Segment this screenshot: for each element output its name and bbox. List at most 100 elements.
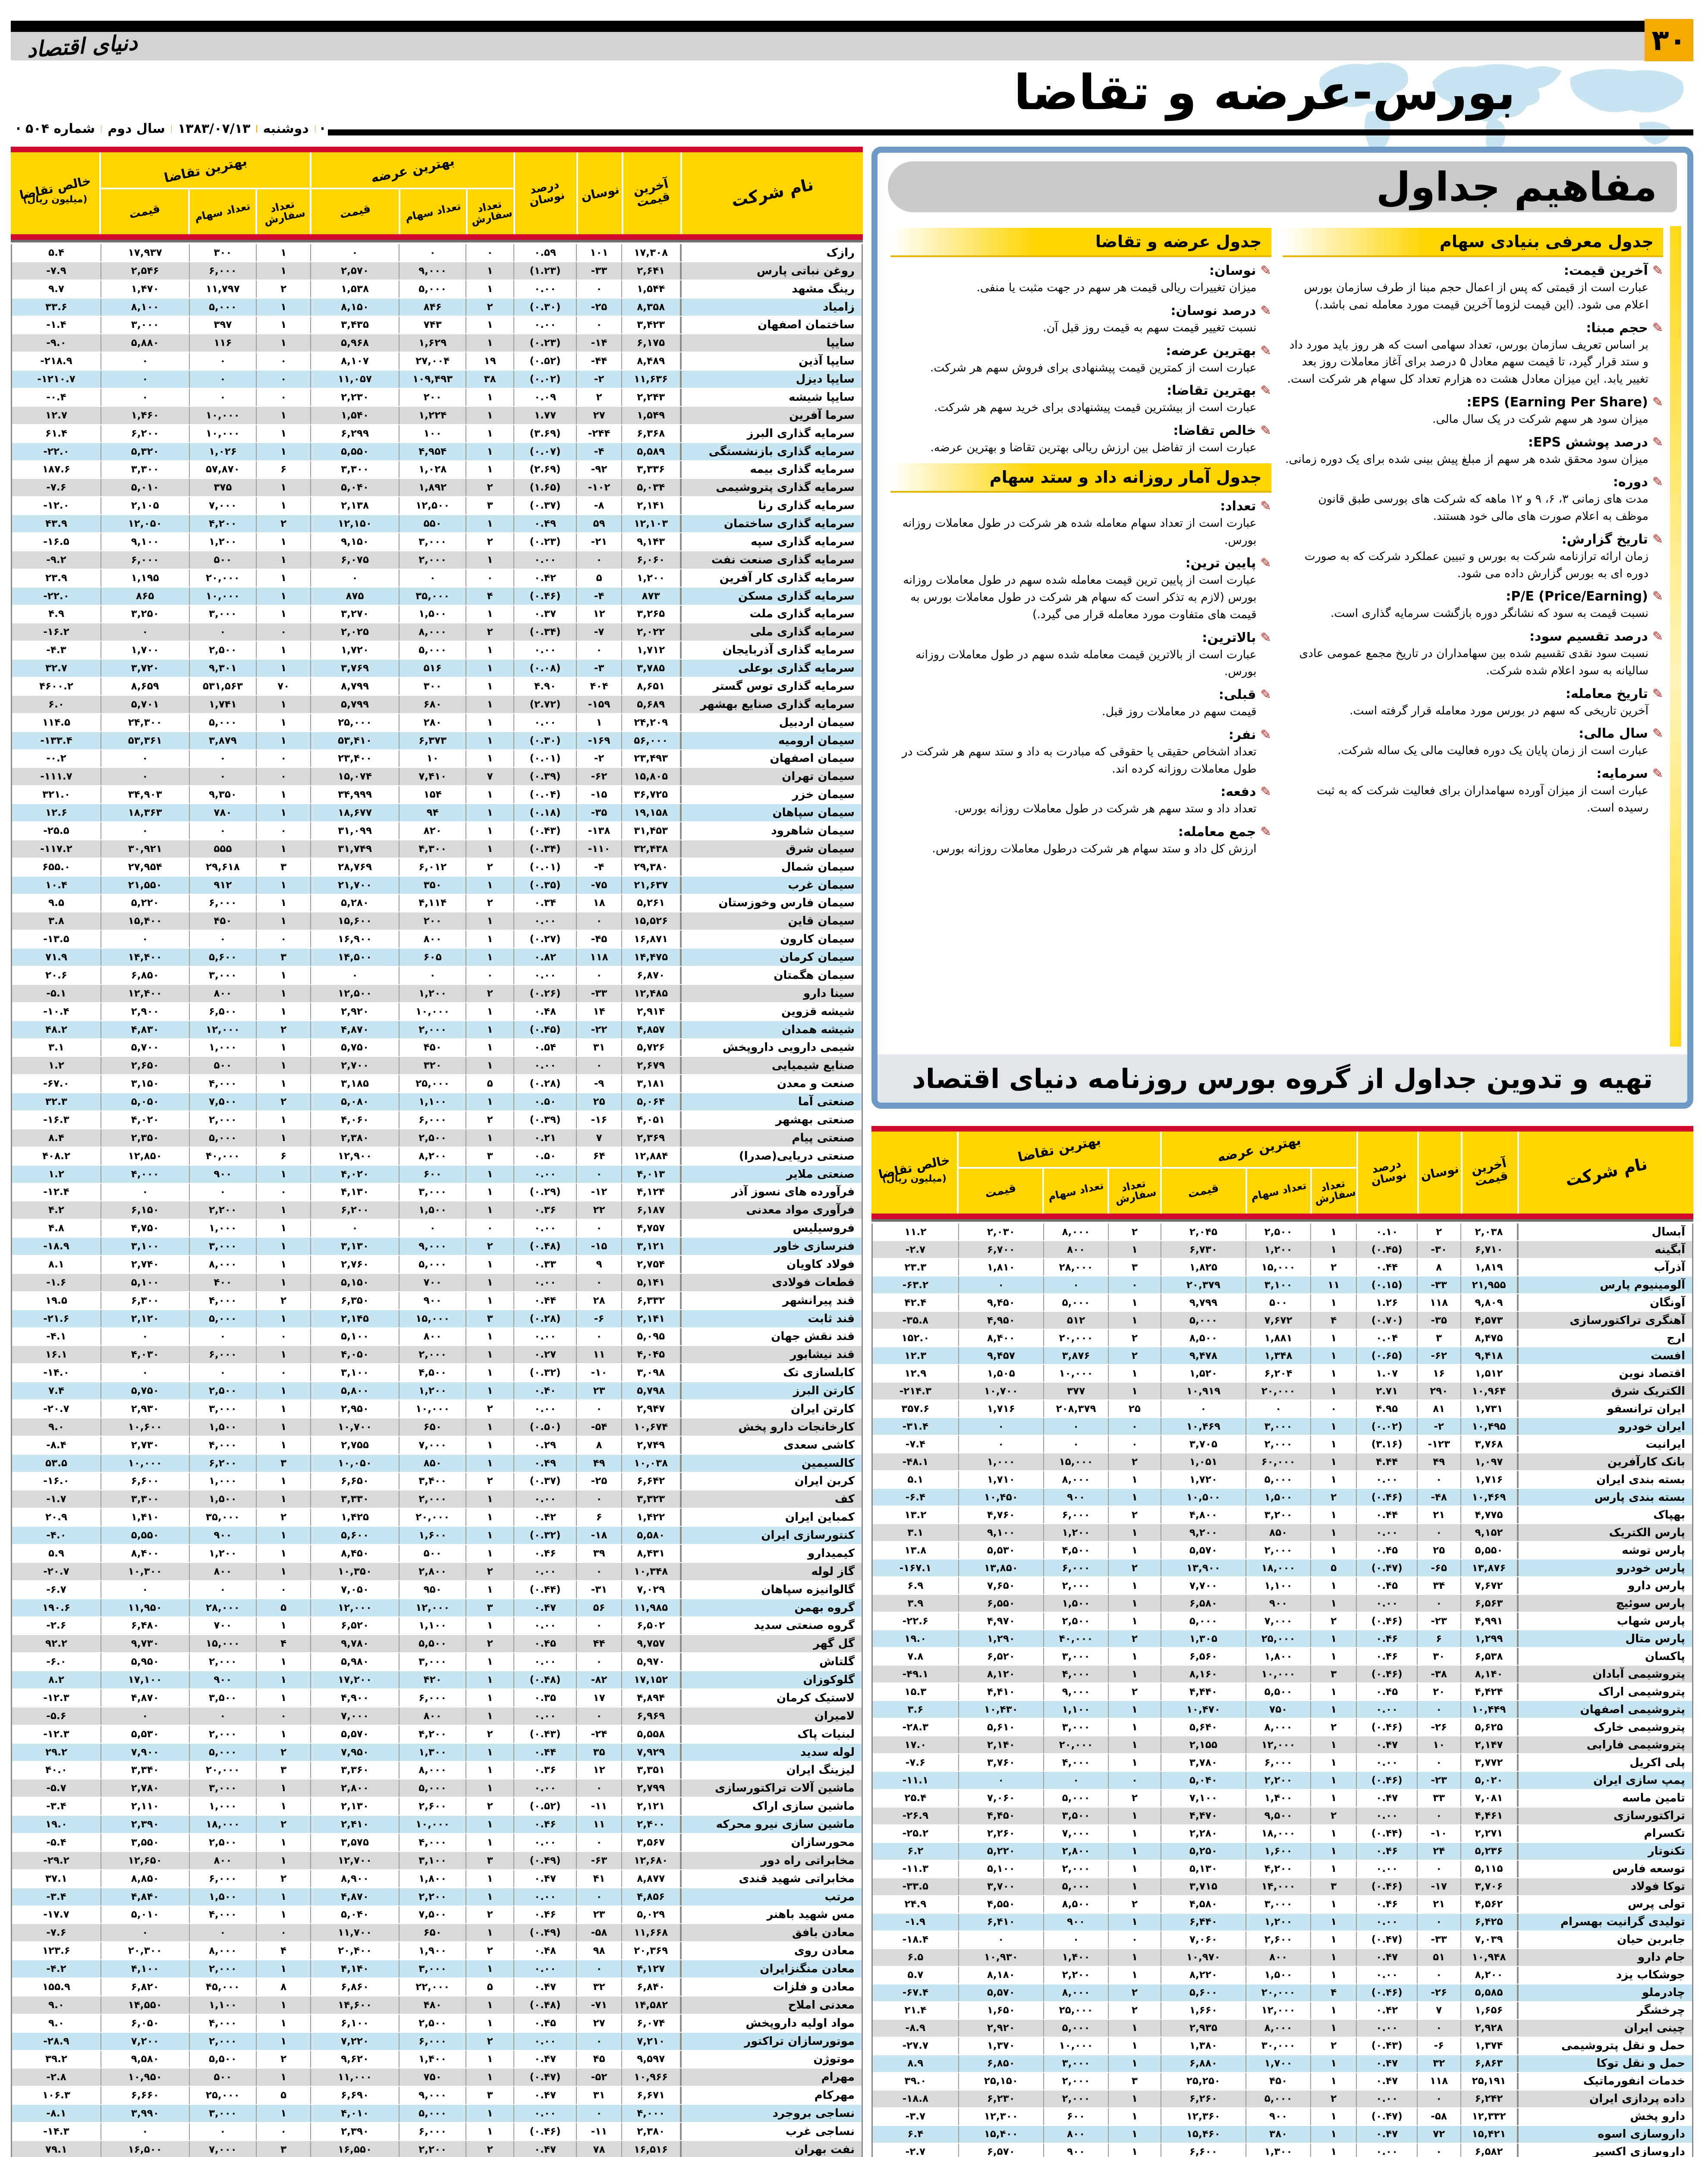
table-row: صنعتی آما ۵,۰۶۴ ۲۵ ۰.۵۰ ۱ ۱,۱۰۰ ۵,۰۸۰ ۲ ۷,۵۰۰ ۵,۰…: [12, 1093, 862, 1111]
demand-shares: ۱,۲۰۰: [189, 1545, 256, 1562]
offer-price: ۸,۲۲۰: [1160, 1966, 1246, 1984]
net-demand: ۱۵۲.۰: [901, 1332, 930, 1344]
demand-orders: ۳: [1108, 2072, 1161, 2090]
demand-price: ۲,۱۴۰: [958, 1736, 1043, 1754]
change-pct: ۰.۴۴: [513, 1743, 576, 1761]
change-pct: (۰.۴۳): [513, 822, 576, 840]
change: -۳۵: [1416, 1312, 1460, 1329]
demand-orders: ۰: [256, 750, 310, 767]
offer-orders: ۱: [466, 1671, 513, 1688]
table-row: نفت بهران ۱۶,۵۱۶ ۷۸ ۰.۴۷ ۲ ۲,۲۰۰ ۱۶,۵۵۰ ۳ ۷,۰۰۰ ۱…: [12, 2141, 862, 2157]
change-pct: (۰.۴۶): [513, 587, 576, 605]
change-pct: ۰.۴۶: [1356, 1648, 1417, 1665]
offer-orders: ۱: [466, 1761, 513, 1779]
demand-shares: ۰: [189, 1707, 256, 1725]
demand-orders: ۷۰: [256, 678, 310, 695]
demand-orders: ۰: [1108, 1772, 1161, 1789]
offer-shares: ۲,۸۰۰: [398, 1563, 466, 1580]
offer-orders: ۱: [466, 389, 513, 406]
change: ۹۸: [576, 1942, 621, 1960]
change-pct: ۰.۰۰: [1356, 1701, 1417, 1718]
change-pct: ۰.۰۹: [513, 389, 576, 406]
offer-orders: ۱: [1310, 1453, 1356, 1471]
change: -۶۲: [1416, 1347, 1460, 1365]
bullet-icon: [171, 125, 172, 132]
offer-shares: ۸۰۰: [398, 1328, 466, 1346]
demand-price: ۵,۱۰۰: [958, 1860, 1043, 1877]
last-price: ۱,۶۵۶: [1460, 2002, 1517, 2019]
offer-price: ۳,۴۳۵: [310, 316, 399, 334]
net-demand: -۱.۴: [46, 319, 66, 331]
offer-price: ۶,۵۲۰: [310, 1617, 399, 1635]
company-name: صنعتی پیام: [679, 1129, 862, 1147]
change-pct: ۰.۰۰: [513, 1707, 576, 1725]
demand-shares: ۱,۷۴۱: [189, 695, 256, 713]
last-price: ۲,۹۴۷: [621, 1400, 680, 1418]
offer-price: ۴,۹۰۰: [310, 1689, 399, 1707]
offer-orders: ۳: [466, 1599, 513, 1616]
offer-price: ۲,۰۲۵: [310, 623, 399, 641]
offer-price: ۲,۹۲۰: [310, 1003, 399, 1020]
demand-orders: ۲: [256, 1021, 310, 1038]
concepts-columns: جدول معرفی بنیادی سهام ✎آخرین قیمت: عبارت…: [878, 217, 1687, 1002]
demand-shares: ۵۰۰: [189, 551, 256, 569]
col-header-demand-shares: تعداد سهام: [1042, 1169, 1107, 1214]
demand-orders: ۱: [256, 334, 310, 352]
change: ۱۸: [576, 894, 621, 912]
table-row: چادرملو ۵,۵۸۵ -۲۶ (۰.۴۶) ۴ ۲۰,۰۰۰ ۵,۶۰۰ ۲ ۸,۰۰۰ ۵…: [873, 1984, 1692, 2002]
demand-shares: ۳,۰۰۰: [189, 1780, 256, 1797]
offer-shares: ۷۰۰: [398, 1273, 466, 1291]
offer-shares: ۲۰,۰۰۰: [1246, 1383, 1310, 1400]
change-pct: (۰.۳۵): [513, 876, 576, 894]
change-pct: ۰.۰۰: [1356, 1471, 1417, 1488]
demand-shares: ۱۰,۰۰۰: [189, 587, 256, 605]
change: -۲۳: [1416, 1613, 1460, 1630]
offer-orders: ۰: [466, 967, 513, 984]
net-demand: ۶۵۵.۰: [42, 861, 70, 873]
table-row: کابلسازی تک ۳,۰۹۸ -۱۰ (۰.۳۲) ۱ ۴,۵۰۰ ۳,۱۰۰ ۰ ۰ ۰-…: [12, 1364, 862, 1383]
concepts-section-header: جدول معرفی بنیادی سهام: [1282, 228, 1663, 257]
demand-shares: ۰: [189, 1364, 256, 1382]
last-price: ۱۰,۳۴۸: [621, 1563, 680, 1580]
change: ۳۲: [576, 1978, 621, 1996]
company-name: مخابراتی شهید قندی: [679, 1870, 862, 1887]
offer-price: ۷,۲۲۰: [310, 2032, 399, 2050]
change: ۲۴: [1416, 1843, 1460, 1860]
net-demand: ۳۲.۷: [45, 663, 67, 674]
demand-price: ۱,۰۰۰: [958, 1453, 1043, 1471]
last-price: ۱,۴۲۲: [621, 1509, 680, 1526]
demand-orders: ۱: [1108, 1595, 1161, 1612]
demand-orders: ۲: [256, 1093, 310, 1110]
demand-price: ۵,۱۰۰: [100, 1273, 189, 1291]
demand-price: ۰: [100, 1364, 189, 1382]
net-demand: ۴۰۸.۲: [42, 1150, 70, 1162]
demand-shares: ۷,۰۰۰: [189, 497, 256, 515]
company-name: کربن ایران: [679, 1472, 862, 1490]
last-price: ۳,۳۳۶: [621, 461, 680, 478]
net-demand: ۵.۹: [48, 1547, 64, 1559]
demand-shares: ۲,۵۰۰: [189, 1834, 256, 1851]
demand-orders: ۲: [1108, 1223, 1161, 1241]
change-pct: ۰.۴۸: [513, 1003, 576, 1020]
change: ۰: [576, 551, 621, 569]
offer-price: ۱,۴۲۵: [310, 1509, 399, 1526]
net-demand: ۳۷.۱: [45, 1873, 67, 1884]
table-row: کنتورسازی ایران ۵,۵۸۰ -۱۸ (۰.۳۲) ۱ ۱,۶۰۰ ۵,۶۰۰…: [12, 1527, 862, 1545]
demand-price: ۶,۰۵۰: [100, 2014, 189, 2032]
offer-price: ۱۱,۰۵۷: [310, 371, 399, 388]
change-pct: ۰.۰۰: [513, 2032, 576, 2050]
net-demand: -۱۰.۴: [43, 1006, 69, 1017]
offer-shares: ۲۰۰: [398, 389, 466, 406]
offer-shares: ۳۲۰: [398, 1057, 466, 1075]
offer-orders: ۱: [1310, 1825, 1356, 1842]
table-red-rule: [871, 1214, 1693, 1219]
definition-item: ✎سرمایه: عبارت است از میزان آورده سهامدار…: [1283, 766, 1663, 817]
change-pct: (۲.۶۹): [513, 461, 576, 478]
demand-price: ۵,۷۰۱: [100, 695, 189, 713]
offer-price: ۵,۱۳۰: [1160, 1860, 1246, 1877]
change: ۱۴: [576, 1003, 621, 1020]
offer-price: ۲,۷۰۰: [310, 1057, 399, 1075]
demand-price: ۱۲,۸۵۰: [100, 1147, 189, 1165]
header-gray-bar: [11, 32, 1645, 60]
offer-shares: ۸۰۰: [398, 931, 466, 948]
